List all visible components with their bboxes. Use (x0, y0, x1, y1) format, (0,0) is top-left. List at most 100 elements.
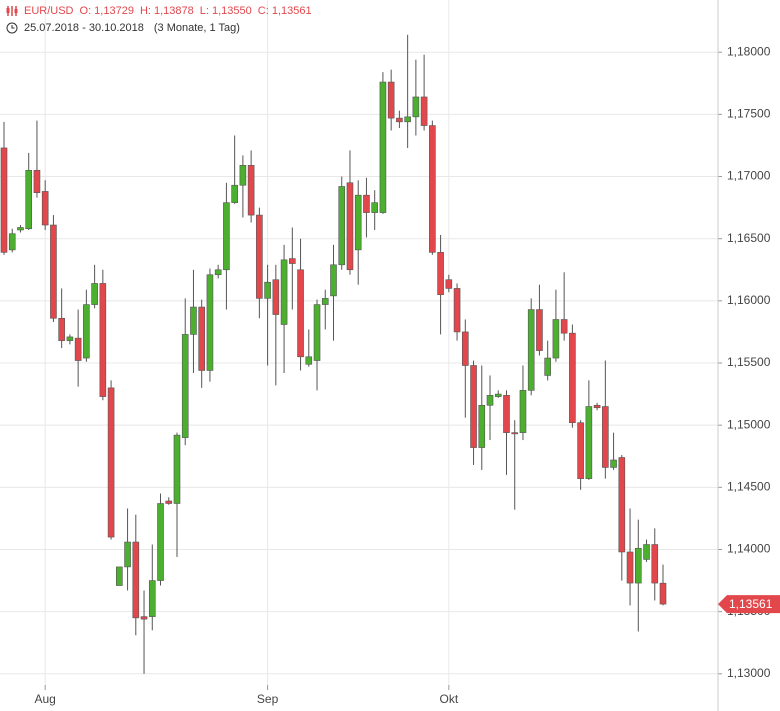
candle-body (544, 357, 551, 376)
candle-body (404, 116, 411, 123)
x-tick-label: Sep (257, 692, 279, 706)
last-price-label: 1,13561 (729, 597, 773, 611)
candle-body (626, 551, 634, 584)
ohlc-close: C: 1,13561 (257, 5, 312, 17)
ohlc-open: O: 1,13729 (79, 5, 134, 17)
candle-body (280, 259, 288, 325)
candle-body (338, 186, 346, 266)
candle-body (445, 279, 453, 289)
candle-body (157, 503, 164, 581)
candle-body (577, 422, 584, 479)
candle-body (0, 147, 8, 253)
candle-body (569, 332, 576, 423)
candle-body (41, 191, 49, 226)
x-tick-label: Aug (35, 692, 56, 706)
candle-body (354, 194, 362, 251)
candle-body (412, 96, 420, 118)
candle-body (247, 165, 255, 216)
candle-body (33, 170, 41, 193)
y-tick-label: 1,16500 (727, 231, 771, 245)
candle-body (552, 319, 560, 359)
candle-body (140, 616, 148, 620)
candle-body (264, 281, 271, 299)
clock-icon (6, 22, 18, 34)
candle-body (363, 194, 370, 213)
y-tick-label: 1,15500 (727, 355, 771, 369)
candle-body (503, 395, 510, 433)
candle-body (536, 309, 543, 351)
candle-body (602, 406, 609, 468)
candle-body (634, 547, 642, 584)
candle-body (231, 184, 238, 203)
candle-body (223, 202, 230, 271)
y-tick-label: 1,14500 (727, 480, 771, 494)
candle-body (387, 81, 395, 119)
candle-body (494, 393, 502, 397)
candle-body (173, 434, 181, 504)
candle-body (256, 214, 263, 299)
candle-body (272, 279, 280, 315)
candle-body (99, 283, 107, 397)
candle-body (116, 566, 123, 586)
candle-body (527, 309, 535, 391)
candle-body (321, 298, 329, 305)
candle-body (8, 233, 16, 251)
y-tick-label: 1,17000 (727, 169, 771, 183)
y-tick-label: 1,16000 (727, 293, 771, 307)
candle-body (610, 459, 617, 468)
candle-body (437, 252, 444, 295)
candle-body (74, 337, 82, 361)
y-tick-label: 1,13000 (727, 666, 771, 680)
candle-body (371, 202, 378, 213)
candle-body (132, 541, 140, 619)
x-tick-label: Okt (439, 692, 458, 706)
candle-body (453, 288, 461, 333)
candle-body (107, 387, 115, 538)
candle-body (181, 334, 189, 438)
candle-body (58, 317, 65, 341)
candle-body (50, 224, 57, 319)
candle-body (585, 406, 593, 479)
y-tick-label: 1,14000 (727, 542, 771, 556)
candle-body (91, 283, 98, 305)
interval: (3 Monate, 1 Tag) (153, 22, 240, 34)
ohlc-header: EUR/USD O: 1,13729 H: 1,13878 L: 1,13550… (6, 5, 312, 17)
candle-body (297, 269, 304, 358)
candle-body (396, 117, 403, 123)
y-tick-label: 1,15000 (727, 417, 771, 431)
candle-body (511, 432, 519, 435)
candle-body (313, 304, 321, 361)
ohlc-low: L: 1,13550 (199, 5, 252, 17)
last-price-tag (718, 595, 780, 614)
candle-body (618, 457, 626, 553)
candle-body (470, 365, 477, 448)
candle-body (83, 304, 90, 359)
candle-body (66, 336, 74, 341)
candle-body (198, 306, 205, 371)
candle-body (289, 258, 296, 264)
candle-body (148, 580, 156, 617)
candle-body (17, 227, 24, 231)
candle-body (478, 404, 486, 448)
candle-body (25, 170, 33, 230)
candle-body (643, 544, 650, 560)
candle-body (206, 274, 214, 371)
candle-body (659, 582, 667, 605)
candle-body (420, 96, 428, 126)
candle-body (214, 269, 222, 276)
candle-body (461, 331, 469, 366)
date-range: 25.07.2018 - 30.10.2018 (24, 22, 144, 34)
candle-body (379, 81, 387, 213)
candle-body (165, 500, 173, 504)
candle-body (593, 404, 601, 409)
range-header: 25.07.2018 - 30.10.2018 (3 Monate, 1 Tag… (6, 22, 240, 34)
candle-body (305, 356, 313, 365)
candle-body (124, 541, 131, 568)
candle-body (330, 264, 337, 297)
candle-body (560, 319, 568, 334)
candle-body (239, 165, 247, 186)
candle-body (651, 544, 659, 584)
candle-body (346, 182, 354, 271)
